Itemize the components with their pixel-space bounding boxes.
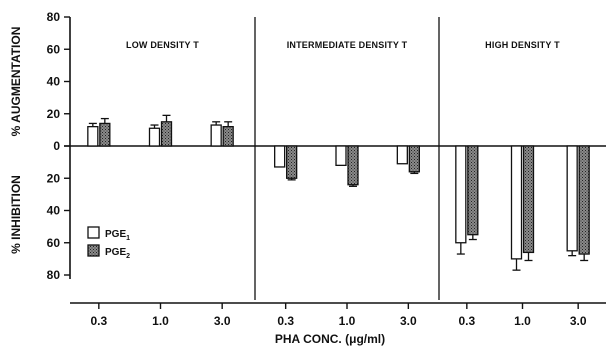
text-layer: 80 60 40 20 0 20 40 60 80 % AUGMENTATION % INHIBIT… (9, 10, 587, 346)
bar-pge2 (578, 145, 590, 255)
x-tick-label: 0.3 (277, 314, 294, 328)
bar-pge1 (396, 145, 408, 165)
x-tick-label: 3.0 (400, 314, 417, 328)
bar-pge1 (510, 145, 523, 260)
panel-title: INTERMEDIATE DENSITY T (287, 40, 408, 50)
y-tick-label: 60 (47, 42, 61, 56)
y-axis-title-augmentation: % AUGMENTATION (9, 27, 23, 137)
bar-pge2 (347, 145, 359, 186)
y-tick-label: 20 (47, 107, 61, 121)
y-tick-label: 80 (47, 268, 61, 282)
bar-pge1 (335, 145, 347, 167)
x-tick-label: 0.3 (458, 314, 475, 328)
bars-layer (87, 114, 590, 271)
panel-title: LOW DENSITY T (126, 40, 199, 50)
y-tick-label: 20 (47, 171, 61, 185)
bar-pge2 (408, 145, 420, 173)
bar-pge2 (160, 121, 173, 147)
y-tick-label: 0 (53, 139, 60, 153)
bar-pge1 (566, 145, 578, 252)
bar-pge2 (522, 145, 535, 254)
bar-pge2 (467, 145, 479, 236)
y-tick-label: 40 (47, 75, 61, 89)
bar-pge2 (222, 126, 234, 147)
y-tick-label: 80 (47, 10, 61, 24)
bar-pge1 (148, 127, 161, 147)
y-tick-label: 40 (47, 204, 61, 218)
legend-swatch-pge2 (87, 244, 100, 257)
x-axis-title: PHA CONC. (μg/ml) (275, 332, 385, 346)
bar-pge2 (286, 145, 298, 179)
legend-swatch-pge1 (87, 226, 100, 239)
bar-pge2 (99, 122, 111, 147)
panel-title: HIGH DENSITY T (485, 40, 560, 50)
legend-label-pge2: PGE2 (105, 247, 130, 260)
x-tick-label: 1.0 (152, 314, 169, 328)
bar-pge1 (87, 126, 99, 147)
x-tick-label: 3.0 (570, 314, 587, 328)
bar-pge1 (210, 124, 222, 147)
x-tick-label: 3.0 (214, 314, 231, 328)
x-tick-label: 1.0 (339, 314, 356, 328)
y-tick-label: 60 (47, 236, 61, 250)
bar-pge1 (274, 145, 286, 168)
y-axis-title-inhibition: % INHIBITION (9, 175, 23, 254)
x-tick-label: 0.3 (90, 314, 107, 328)
bar-pge1 (455, 145, 467, 244)
x-tick-label: 1.0 (514, 314, 531, 328)
legend-label-pge1: PGE1 (105, 229, 130, 242)
